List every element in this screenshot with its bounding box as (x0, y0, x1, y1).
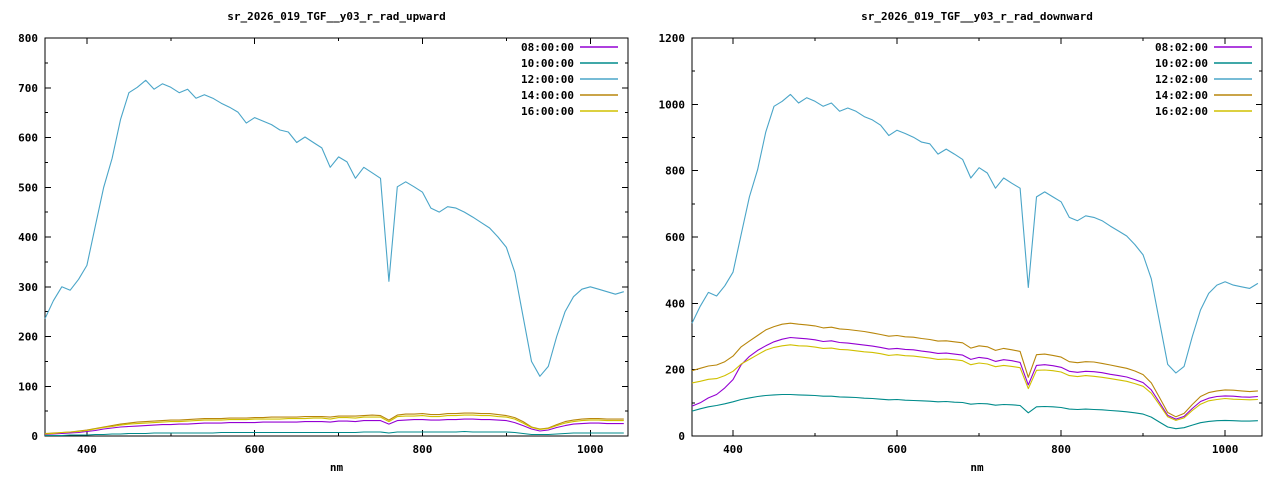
y-tick-label: 200 (18, 331, 38, 344)
y-tick-label: 500 (18, 181, 38, 194)
x-tick-label: 400 (77, 443, 97, 456)
x-tick-label: 1000 (1212, 443, 1239, 456)
chart-title: sr_2026_019_TGF__y03_r_rad_downward (861, 10, 1093, 23)
series-line-16:02:00 (691, 344, 1258, 421)
y-tick-label: 1200 (659, 32, 686, 45)
y-tick-label: 800 (665, 165, 685, 178)
series-line-08:02:00 (691, 336, 1258, 420)
x-tick-label: 600 (245, 443, 265, 456)
series-line-14:02:00 (691, 322, 1258, 418)
series-line-12:02:00 (691, 93, 1259, 374)
chart-upward-panel: 0 100 200 300 400 500 600 700 800 400 600 800 1000 08… (18, 10, 629, 474)
x-tick-label: 800 (413, 443, 433, 456)
series-line-12:00:00 (44, 79, 624, 377)
legend-label: 10:02:00 (1155, 57, 1208, 70)
legend-label: 14:00:00 (521, 89, 574, 102)
y-tick-label: 400 (18, 231, 38, 244)
legend-label: 08:02:00 (1155, 41, 1208, 54)
chart-downward-canvas: 0 200 400 600 800 1000 1200 400 600 800 1000 08:02:… (659, 32, 1263, 456)
y-tick-label: 400 (665, 297, 685, 310)
y-tick-label: 0 (678, 430, 685, 443)
x-axis-label: nm (329, 461, 344, 474)
legend: 08:00:00 10:00:00 12:00:00 14:00:00 16:00:00 (521, 41, 618, 118)
legend-label: 12:02:00 (1155, 73, 1208, 86)
series-group (691, 93, 1259, 430)
series-line-10:02:00 (691, 393, 1258, 430)
y-tick-label: 100 (18, 380, 38, 393)
y-tick-label: 0 (31, 430, 38, 443)
y-tick-label: 300 (18, 281, 38, 294)
y-tick-label: 800 (18, 32, 38, 45)
chart-upward-canvas: 0 100 200 300 400 500 600 700 800 400 600 800 1000 08… (18, 32, 629, 456)
series-line-14:00:00 (44, 412, 624, 435)
series-line-10:00:00 (45, 430, 624, 437)
series-line-16:00:00 (44, 414, 624, 435)
y-tick-label: 1000 (659, 98, 686, 111)
legend: 08:02:00 10:02:00 12:02:00 14:02:00 16:02:00 (1155, 41, 1252, 118)
series-line-08:00:00 (44, 418, 624, 436)
series-group (44, 79, 624, 437)
x-tick-label: 1000 (577, 443, 604, 456)
y-tick-label: 700 (18, 82, 38, 95)
chart-downward-panel: 0 200 400 600 800 1000 1200 400 600 800 1000 08:02:… (640, 0, 1280, 480)
tick-labels: 0 200 400 600 800 1000 1200 400 600 800 1000 (659, 32, 1239, 456)
chart-title: sr_2026_019_TGF__y03_r_rad_upward (227, 10, 446, 23)
x-axis-label: nm (970, 461, 984, 474)
legend-label: 10:00:00 (521, 57, 574, 70)
x-tick-label: 800 (1051, 443, 1071, 456)
legend-label: 16:00:00 (521, 105, 574, 118)
tick-labels: 0 100 200 300 400 500 600 700 800 400 600 800 1000 (18, 32, 603, 456)
x-tick-label: 600 (887, 443, 907, 456)
legend-label: 12:00:00 (521, 73, 574, 86)
legend-label: 14:02:00 (1155, 89, 1208, 102)
legend-label: 16:02:00 (1155, 105, 1208, 118)
legend-label: 08:00:00 (521, 41, 574, 54)
x-tick-label: 400 (723, 443, 743, 456)
y-tick-label: 600 (665, 231, 685, 244)
y-tick-label: 600 (18, 132, 38, 145)
y-tick-label: 200 (665, 364, 685, 377)
